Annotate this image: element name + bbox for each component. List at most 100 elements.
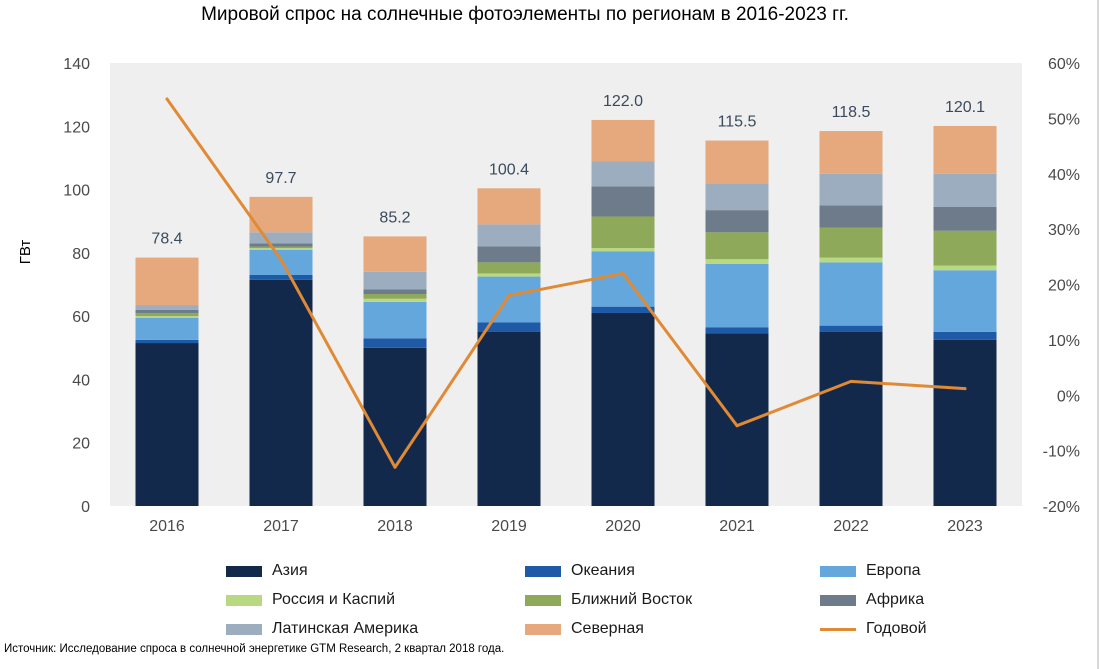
legend-label: Европа: [866, 562, 921, 579]
bar-segment: [363, 236, 427, 272]
x-tick-label: 2023: [947, 518, 983, 535]
y-tick-label: 60: [72, 309, 90, 326]
bar-segment: [933, 173, 997, 207]
legend-label: Африка: [866, 591, 925, 608]
bar-segment: [363, 298, 427, 302]
legend-swatch: [226, 594, 262, 606]
y2-tick-label: 60%: [1048, 56, 1080, 73]
bar-segment: [705, 210, 769, 233]
legend-label: Ближний Восток: [571, 591, 693, 608]
bar-segment: [933, 125, 997, 174]
bar-segment: [705, 259, 769, 264]
bar-segment: [591, 186, 655, 217]
growth-point: [165, 97, 169, 101]
x-tick-label: 2018: [377, 518, 413, 535]
y-tick-label: 120: [63, 119, 90, 136]
y2-tick-label: 0%: [1057, 388, 1080, 405]
growth-line-group: [165, 97, 967, 469]
bars-group: [135, 119, 997, 506]
y2-tick-label: 10%: [1048, 333, 1080, 350]
legend-swatch: [525, 565, 561, 577]
bar-segment: [477, 262, 541, 274]
x-tick-label: 2019: [491, 518, 527, 535]
growth-point: [849, 379, 853, 383]
bar-segment: [819, 262, 883, 326]
legend-swatch: [525, 594, 561, 606]
y-tick-label: 20: [72, 436, 90, 453]
x-tick-label: 2022: [833, 518, 869, 535]
bar-segment: [135, 305, 199, 310]
total-label: 78.4: [151, 231, 182, 248]
bar-segment: [477, 331, 541, 506]
legend-label: Северная: [571, 620, 644, 637]
bar-segment: [819, 331, 883, 506]
growth-line: [165, 97, 967, 469]
legend-item: Ближний Восток: [525, 590, 692, 610]
y2-tick-label: 20%: [1048, 278, 1080, 295]
bar-segment: [477, 188, 541, 225]
total-label: 122.0: [603, 93, 643, 110]
legend-label: Латинская Америка: [272, 620, 419, 637]
bar-segment: [135, 316, 199, 318]
bar-segment: [249, 248, 313, 250]
y-axis-label: ГВт: [17, 240, 34, 265]
chart-title: Мировой спрос на солнечные фотоэлементы …: [201, 4, 849, 25]
bar-segment: [819, 325, 883, 332]
total-label: 97.7: [265, 170, 296, 187]
bar-segment: [933, 331, 997, 340]
legend-item: Европа: [820, 561, 921, 581]
growth-point: [279, 258, 283, 262]
y2-tick-label: 40%: [1048, 167, 1080, 184]
bar-segment: [363, 289, 427, 294]
legend-label: Океания: [571, 562, 635, 579]
bar-segment: [591, 248, 655, 252]
bar-segment: [135, 257, 199, 306]
bar-segment: [135, 312, 199, 317]
bar-segment: [819, 227, 883, 258]
bar-segment: [933, 265, 997, 271]
bar-segment: [477, 273, 541, 277]
bar-segment: [933, 339, 997, 506]
y2-tick-label: -10%: [1043, 444, 1080, 461]
y2-tick-label: -20%: [1043, 499, 1080, 516]
bar-segment: [819, 131, 883, 174]
total-label: 115.5: [718, 114, 757, 131]
legend-swatch: [226, 623, 262, 635]
bar-segment: [933, 270, 997, 332]
bar-segment: [591, 119, 655, 162]
legend-item: Годовой: [820, 619, 927, 639]
bar-segment: [135, 309, 199, 313]
bar-segment: [249, 232, 313, 244]
bar-segment: [477, 246, 541, 263]
legend-item: Океания: [525, 561, 635, 581]
legend-label: Азия: [272, 562, 308, 579]
bar-segment: [135, 339, 199, 344]
legend-item: Азия: [226, 561, 308, 581]
bar-segment: [477, 276, 541, 323]
legend-swatch: [820, 565, 856, 577]
bar-segment: [705, 327, 769, 334]
source-note: Источник: Исследование спроса в солнечно…: [4, 643, 505, 655]
bar-segment: [705, 263, 769, 328]
bar-segment: [933, 206, 997, 231]
bar-segment: [705, 140, 769, 184]
bar-segment: [705, 232, 769, 260]
bar-segment: [249, 279, 313, 506]
x-tick-label: 2020: [605, 518, 641, 535]
growth-point: [735, 424, 739, 428]
legend-item: Россия и Каспий: [226, 590, 395, 610]
legend-item: Латинская Америка: [226, 619, 418, 639]
bar-segment: [477, 224, 541, 247]
bar-segment: [249, 275, 313, 280]
growth-point: [621, 271, 625, 275]
bar-segment: [819, 205, 883, 228]
y2-tick-label: 50%: [1048, 111, 1080, 128]
bar-segment: [591, 161, 655, 187]
frame-border: [1097, 0, 1099, 669]
bar-segment: [591, 306, 655, 313]
legend-swatch: [820, 594, 856, 606]
total-label: 120.1: [945, 99, 985, 116]
growth-point: [393, 465, 397, 469]
y-tick-label: 0: [81, 499, 90, 516]
